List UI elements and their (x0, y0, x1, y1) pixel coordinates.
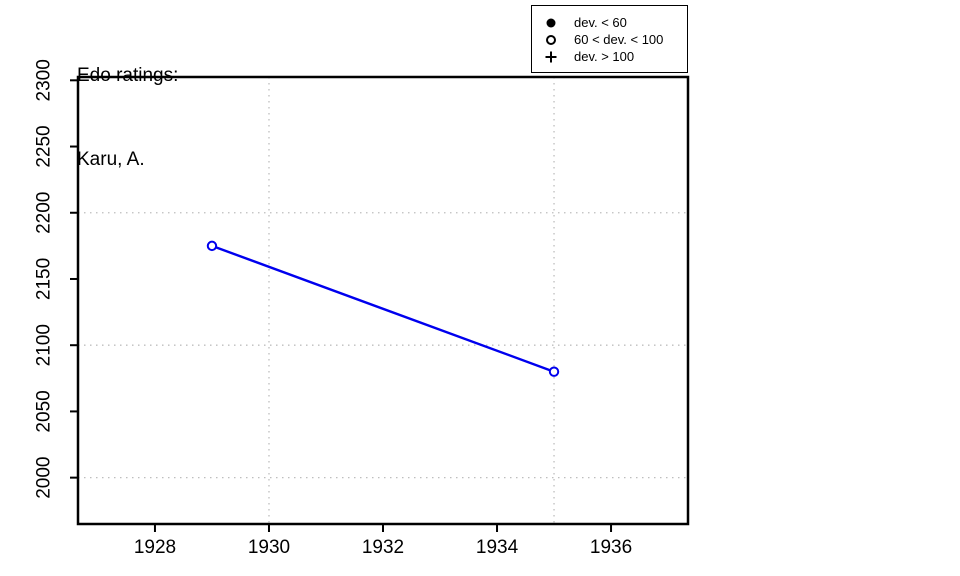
y-tick-label: 2100 (34, 324, 55, 366)
rating-point (206, 240, 218, 252)
legend-label: dev. > 100 (574, 49, 635, 64)
rating-line (210, 244, 556, 373)
legend: dev. < 60 60 < dev. < 100 dev. > 100 (531, 5, 688, 73)
rating-point (548, 366, 560, 377)
y-tick-label: 2000 (34, 457, 55, 499)
legend-row: dev. > 100 (544, 48, 687, 65)
chart-title-line2: Karu, A. (77, 149, 145, 170)
y-tick-label: 2050 (34, 390, 55, 432)
legend-label: dev. < 60 (574, 15, 627, 30)
x-tick-label: 1928 (134, 537, 176, 558)
y-tick-label: 2250 (34, 125, 55, 167)
chart-title: Edo ratings: Karu, A. (77, 6, 178, 230)
plot-border (76, 75, 690, 526)
y-tick-label: 2150 (34, 258, 55, 300)
filled-circle-icon (546, 18, 556, 27)
legend-row: 60 < dev. < 100 (544, 31, 687, 48)
chart-title-line1: Edo ratings: (77, 65, 179, 86)
open-circle-icon (546, 34, 556, 45)
x-tick-label: 1930 (248, 537, 290, 558)
x-tick-label: 1936 (590, 537, 632, 558)
plus-icon (545, 51, 557, 62)
legend-label: 60 < dev. < 100 (574, 32, 664, 47)
x-tick-label: 1934 (476, 537, 519, 558)
x-tick-label: 1932 (362, 537, 404, 558)
legend-row: dev. < 60 (544, 14, 687, 31)
y-tick-label: 2200 (34, 192, 55, 234)
y-tick-label: 2300 (34, 59, 55, 101)
